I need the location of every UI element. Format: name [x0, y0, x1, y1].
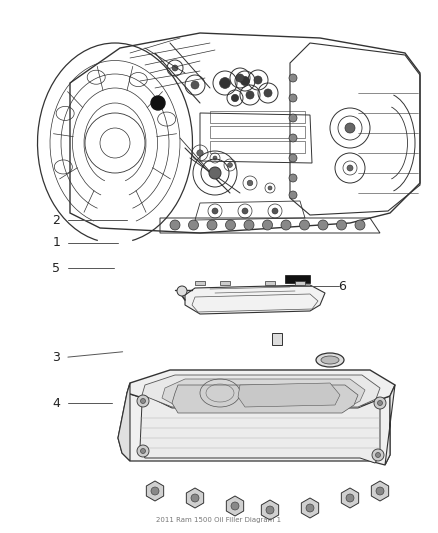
Text: 2011 Ram 1500 Oil Filler Diagram 1: 2011 Ram 1500 Oil Filler Diagram 1	[156, 517, 282, 523]
Text: 4: 4	[53, 397, 60, 410]
Circle shape	[347, 165, 353, 171]
Text: 5: 5	[53, 262, 60, 274]
Circle shape	[372, 449, 384, 461]
Circle shape	[231, 94, 239, 102]
Polygon shape	[118, 383, 130, 461]
Circle shape	[289, 114, 297, 122]
Circle shape	[264, 89, 272, 97]
Circle shape	[374, 397, 386, 409]
Circle shape	[212, 208, 218, 214]
Circle shape	[306, 504, 314, 512]
Circle shape	[289, 154, 297, 162]
Circle shape	[272, 208, 278, 214]
Text: 1: 1	[53, 236, 60, 249]
Polygon shape	[220, 281, 230, 285]
Polygon shape	[272, 333, 282, 345]
Ellipse shape	[321, 356, 339, 364]
Polygon shape	[385, 385, 395, 465]
Text: 2: 2	[53, 214, 60, 227]
Circle shape	[240, 77, 250, 85]
Polygon shape	[341, 488, 359, 508]
Ellipse shape	[316, 353, 344, 367]
Circle shape	[289, 74, 297, 82]
Polygon shape	[186, 488, 204, 508]
Circle shape	[318, 220, 328, 230]
Circle shape	[281, 220, 291, 230]
Text: 6: 6	[338, 280, 346, 293]
Polygon shape	[195, 281, 205, 285]
Circle shape	[151, 487, 159, 495]
Circle shape	[262, 220, 272, 230]
Circle shape	[236, 74, 244, 82]
Circle shape	[172, 65, 178, 71]
Polygon shape	[238, 383, 340, 407]
Circle shape	[219, 78, 230, 88]
Circle shape	[177, 286, 187, 296]
Text: 3: 3	[53, 351, 60, 364]
Circle shape	[254, 76, 262, 84]
Circle shape	[244, 220, 254, 230]
Circle shape	[247, 180, 253, 186]
Circle shape	[188, 220, 198, 230]
Circle shape	[355, 220, 365, 230]
Circle shape	[137, 395, 149, 407]
Polygon shape	[140, 395, 380, 463]
Polygon shape	[118, 393, 390, 465]
Polygon shape	[185, 285, 325, 314]
Circle shape	[170, 220, 180, 230]
Circle shape	[289, 191, 297, 199]
Circle shape	[207, 220, 217, 230]
Circle shape	[246, 91, 254, 99]
Polygon shape	[371, 481, 389, 501]
Polygon shape	[226, 496, 244, 516]
Polygon shape	[285, 275, 310, 283]
Circle shape	[378, 400, 382, 406]
Polygon shape	[127, 370, 395, 405]
Circle shape	[266, 506, 274, 514]
Circle shape	[191, 494, 199, 502]
Circle shape	[191, 81, 199, 89]
Circle shape	[336, 220, 346, 230]
Polygon shape	[301, 498, 319, 518]
Circle shape	[209, 167, 221, 179]
Polygon shape	[172, 385, 358, 413]
Polygon shape	[265, 281, 275, 285]
Circle shape	[289, 174, 297, 182]
Circle shape	[137, 445, 149, 457]
Circle shape	[226, 220, 236, 230]
Polygon shape	[162, 379, 365, 409]
Circle shape	[375, 453, 381, 457]
Circle shape	[141, 399, 145, 403]
Circle shape	[289, 94, 297, 102]
Circle shape	[268, 186, 272, 190]
Circle shape	[242, 208, 248, 214]
Circle shape	[346, 494, 354, 502]
Polygon shape	[146, 481, 164, 501]
Polygon shape	[295, 281, 305, 285]
Polygon shape	[142, 375, 380, 407]
Circle shape	[141, 448, 145, 454]
Circle shape	[151, 96, 165, 110]
Circle shape	[345, 123, 355, 133]
Circle shape	[300, 220, 310, 230]
Circle shape	[197, 150, 203, 156]
Circle shape	[213, 156, 217, 160]
Circle shape	[376, 487, 384, 495]
Circle shape	[289, 134, 297, 142]
Circle shape	[228, 163, 233, 167]
Circle shape	[231, 502, 239, 510]
Polygon shape	[261, 500, 279, 520]
